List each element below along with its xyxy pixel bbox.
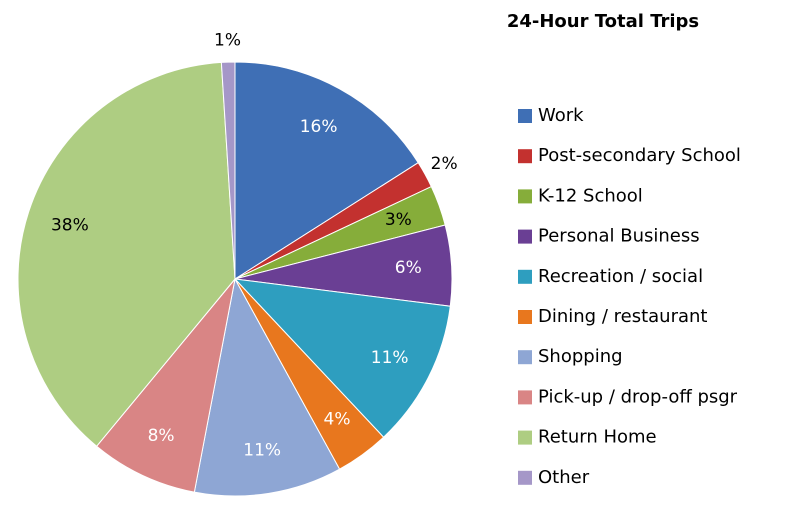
legend-swatch [518, 470, 532, 485]
legend-swatch [518, 390, 532, 405]
pie-slice [95, 278, 236, 493]
legend-label: Personal Business [538, 226, 700, 247]
legend-swatch [518, 189, 532, 204]
legend-swatch [518, 430, 532, 445]
legend-label: Post-secondary School [538, 145, 741, 166]
pie-slice [233, 278, 451, 438]
pie-slice [220, 61, 236, 280]
legend-label: Return Home [538, 427, 657, 448]
legend-label: Work [538, 105, 584, 126]
slice-label: 16% [300, 117, 338, 137]
slice-label: 11% [371, 348, 409, 368]
slice-label: 1% [214, 30, 241, 50]
slice-label: 6% [395, 258, 422, 278]
legend-swatch [518, 310, 532, 324]
chart-title: 24-Hour Total Trips [507, 11, 699, 32]
legend-label: Dining / restaurant [538, 306, 707, 327]
legend-label: K-12 School [538, 185, 643, 206]
slice-label: 2% [431, 154, 458, 174]
slice-label: 11% [243, 440, 281, 460]
slice-label: 3% [385, 210, 412, 230]
slice-label: 4% [324, 409, 351, 429]
slice-label: 8% [148, 426, 175, 446]
legend-swatch [518, 269, 532, 284]
legend-swatch [518, 350, 532, 365]
legend-label: Pick-up / drop-off psgr [538, 386, 738, 407]
pie-slice [193, 277, 341, 497]
legend-label: Shopping [538, 346, 623, 367]
legend-label: Other [538, 467, 590, 488]
pie-slice [234, 61, 419, 280]
legend-swatch [518, 229, 532, 244]
legend-swatch [518, 109, 532, 123]
pie-slice [17, 61, 236, 447]
slice-label: 38% [51, 215, 89, 235]
legend-swatch [518, 149, 532, 164]
legend-label: Recreation / social [538, 266, 703, 287]
